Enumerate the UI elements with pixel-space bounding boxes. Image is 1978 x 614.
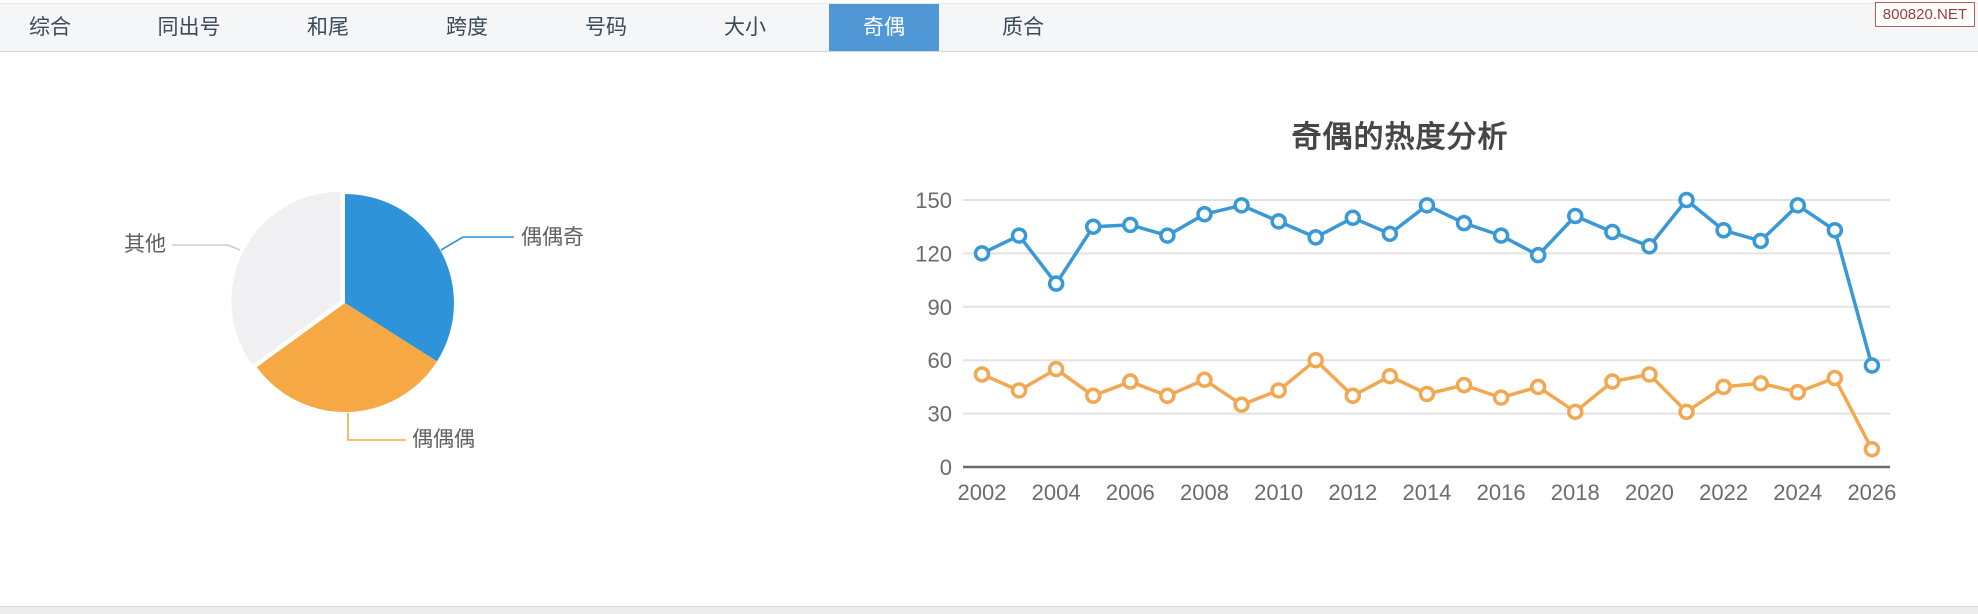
series-blue-marker-2021 <box>1678 191 1695 209</box>
series-blue-marker-2012 <box>1344 209 1362 227</box>
pie-connector-0 <box>440 236 514 251</box>
series-blue-marker-2023 <box>1752 232 1769 250</box>
series-blue-marker-2004 <box>1047 275 1065 292</box>
pie-connector-2 <box>172 244 241 251</box>
y-tick-label: 30 <box>928 402 952 427</box>
series-orange-marker-2003 <box>1010 382 1028 399</box>
series-blue-marker-2022 <box>1715 222 1732 239</box>
series-blue-marker-2009 <box>1233 197 1250 214</box>
x-tick-label: 2010 <box>1254 480 1303 505</box>
series-orange-marker-2024 <box>1789 383 1807 401</box>
series-blue-marker-2020 <box>1641 238 1658 255</box>
series-orange-marker-2004 <box>1047 360 1065 378</box>
bottom-strip <box>0 606 1978 614</box>
y-tick-label: 150 <box>915 188 952 213</box>
x-tick-label: 2026 <box>1847 480 1896 505</box>
tab-kuadu[interactable]: 跨度 <box>446 16 488 39</box>
tab-zonghe[interactable]: 综合 <box>29 16 71 39</box>
tab-tongchuhao[interactable]: 同出号 <box>157 16 221 39</box>
x-tick-label: 2012 <box>1328 480 1377 505</box>
x-tick-label: 2022 <box>1699 480 1748 505</box>
series-blue-marker-2017 <box>1529 246 1547 264</box>
series-blue-marker-2011 <box>1307 229 1324 246</box>
tab-haoma[interactable]: 号码 <box>585 16 627 39</box>
series-orange-marker-2013 <box>1381 367 1399 385</box>
x-tick-label: 2008 <box>1180 480 1229 505</box>
x-tick-label: 2006 <box>1106 480 1155 505</box>
series-orange-marker-2012 <box>1344 387 1362 405</box>
series-orange-marker-2021 <box>1678 403 1695 421</box>
series-orange-line <box>980 358 1874 451</box>
tab-hewei[interactable]: 和尾 <box>307 16 349 39</box>
x-tick-label: 2004 <box>1032 480 1081 505</box>
series-blue-marker-2015 <box>1455 214 1473 232</box>
series-orange-marker-2026 <box>1863 440 1881 458</box>
x-tick-label: 2024 <box>1773 480 1822 505</box>
x-tick-label: 2018 <box>1551 480 1600 505</box>
tab-zhihe[interactable]: 质合 <box>1002 16 1044 39</box>
series-orange-marker-2005 <box>1084 387 1102 405</box>
series-orange-marker-2017 <box>1529 378 1547 396</box>
pie-label-even-even-even: 偶偶偶 <box>412 428 475 451</box>
series-blue-marker-2007 <box>1159 227 1176 244</box>
series-blue-marker-2003 <box>1010 227 1028 244</box>
series-blue-marker-2014 <box>1418 197 1436 214</box>
line-chart-title: 奇偶的热度分析 <box>1291 121 1509 154</box>
x-tick-label: 2016 <box>1477 480 1526 505</box>
series-blue-marker-2013 <box>1381 225 1399 243</box>
series-orange-marker-2009 <box>1233 396 1250 413</box>
series-orange-marker-2025 <box>1826 369 1844 387</box>
series-blue-marker-2025 <box>1826 222 1844 239</box>
series-blue-marker-2002 <box>973 245 991 262</box>
series-blue-marker-2024 <box>1789 197 1807 214</box>
series-orange-marker-2016 <box>1492 389 1510 406</box>
tab-bar: 综合 同出号 和尾 跨度 号码 大小 奇偶 质合 <box>0 3 1978 52</box>
pie-chart <box>172 191 514 441</box>
series-orange-marker-2006 <box>1122 373 1139 390</box>
watermark-text: 800820.NET <box>1882 6 1967 23</box>
series-orange-marker-2014 <box>1418 385 1436 403</box>
watermark-badge: 800820.NET <box>1874 2 1975 27</box>
x-tick-label: 2002 <box>958 480 1007 505</box>
series-blue-line <box>980 198 1874 368</box>
y-tick-label: 60 <box>928 348 952 373</box>
pie-connector-1 <box>347 413 406 441</box>
series-blue-marker-2018 <box>1567 207 1584 225</box>
tab-qiou[interactable]: 奇偶 <box>829 4 939 51</box>
x-tick-label: 2014 <box>1402 480 1451 505</box>
series-orange-marker-2018 <box>1567 403 1584 421</box>
series-blue-marker-2019 <box>1604 223 1621 241</box>
series-blue-marker-2026 <box>1863 357 1881 374</box>
series-blue-marker-2008 <box>1196 205 1213 223</box>
line-chart: 0 30 60 90 120 150 2002 2004 2006 2008 2010 2012 201… <box>915 188 1896 505</box>
tab-daxiao[interactable]: 大小 <box>724 16 766 39</box>
series-orange-marker-2020 <box>1641 366 1658 383</box>
pie-slice-2[interactable] <box>231 191 341 365</box>
y-tick-label: 0 <box>940 455 952 480</box>
series-orange-marker-2010 <box>1270 382 1287 399</box>
series-blue-marker-2016 <box>1492 227 1510 244</box>
series-blue-marker-2010 <box>1270 213 1287 230</box>
series-orange-marker-2023 <box>1752 375 1769 392</box>
series-orange-marker-2022 <box>1715 378 1732 396</box>
pie-label-even-even-odd: 偶偶奇 <box>521 226 584 249</box>
pie-slice-1[interactable] <box>256 303 437 413</box>
series-orange-marker-2015 <box>1455 376 1473 394</box>
series-orange-marker-2007 <box>1159 387 1176 405</box>
y-tick-label: 90 <box>928 295 952 320</box>
series-blue-marker-2005 <box>1084 218 1102 235</box>
series-orange-marker-2019 <box>1604 373 1621 390</box>
series-blue-marker-2006 <box>1122 216 1139 234</box>
series-orange-marker-2002 <box>973 366 991 383</box>
y-tick-label: 120 <box>915 241 952 266</box>
pie-slice-0[interactable] <box>345 194 454 362</box>
x-tick-label: 2020 <box>1625 480 1674 505</box>
series-orange-marker-2011 <box>1307 351 1324 369</box>
series-orange-marker-2008 <box>1196 371 1213 389</box>
pie-label-other: 其他 <box>124 233 166 256</box>
